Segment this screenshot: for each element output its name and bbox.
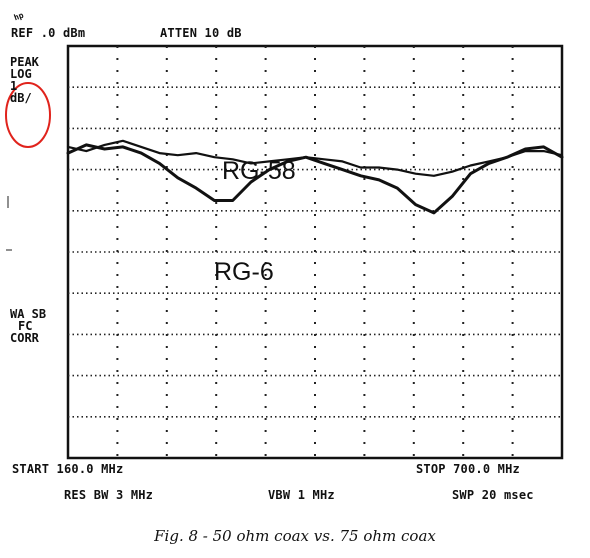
stop-freq-label: STOP 700.0 MHz bbox=[416, 462, 520, 476]
log-label: LOG bbox=[10, 67, 32, 81]
start-freq-label: START 160.0 MHz bbox=[12, 462, 124, 476]
rg58-annotation: RG-58 bbox=[222, 157, 296, 185]
peak-label: PEAK bbox=[10, 55, 39, 69]
trace-group bbox=[66, 139, 564, 215]
vbw-label: VBW 1 MHz bbox=[268, 488, 335, 502]
corr-label: CORR bbox=[10, 331, 39, 345]
scale-highlight-circle bbox=[5, 82, 51, 148]
ref-level-label: REF .0 dBm bbox=[11, 26, 86, 40]
atten-label: ATTEN 10 dB bbox=[160, 26, 242, 40]
figure-caption: Fig. 8 - 50 ohm coax vs. 75 ohm coax bbox=[154, 527, 436, 545]
fc-label: FC bbox=[18, 319, 33, 333]
rg6-annotation: RG-6 bbox=[214, 258, 274, 286]
mode-sidebar: WA SB FC CORR bbox=[10, 308, 46, 344]
trace-rg-58 bbox=[66, 139, 564, 177]
trace-rg-6 bbox=[66, 143, 564, 215]
plot-grid bbox=[68, 46, 562, 458]
scale-unit: dB/ bbox=[10, 91, 32, 105]
scale-sidebar: PEAK LOG 1 dB/ bbox=[10, 56, 39, 104]
sweep-time-label: SWP 20 msec bbox=[452, 488, 534, 502]
res-bw-label: RES BW 3 MHz bbox=[64, 488, 154, 502]
scale-value: 1 bbox=[10, 79, 18, 93]
wa-sb-label: WA SB bbox=[10, 307, 47, 321]
